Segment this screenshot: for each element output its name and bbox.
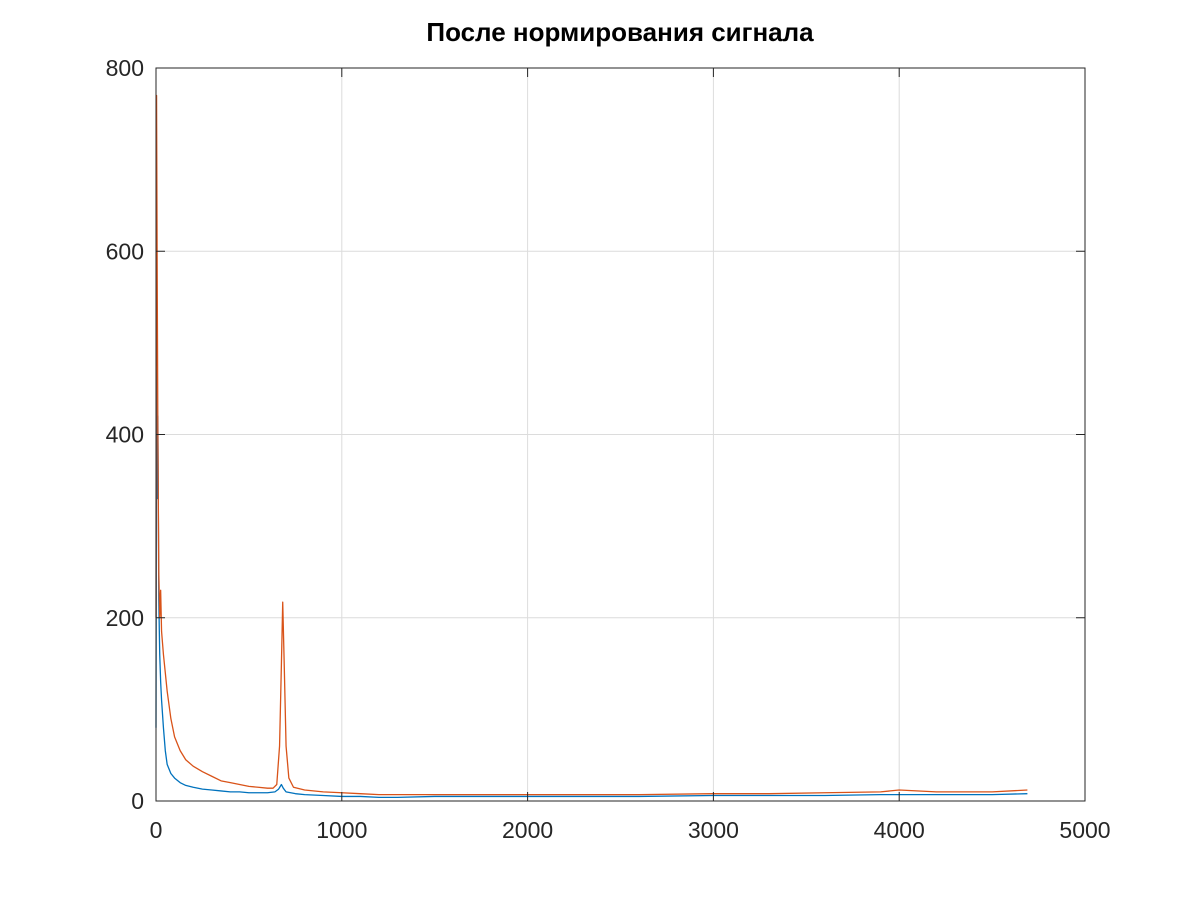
y-tick-label: 400 xyxy=(106,422,144,448)
chart-title: После нормирования сигнала xyxy=(426,17,814,47)
x-tick-label: 3000 xyxy=(688,817,739,843)
x-tick-label: 5000 xyxy=(1059,817,1110,843)
x-tick-label: 4000 xyxy=(874,817,925,843)
grid xyxy=(156,68,1085,801)
series-line-1 xyxy=(155,369,1028,798)
y-tick-label: 0 xyxy=(131,788,144,814)
y-tick-label: 600 xyxy=(106,238,144,264)
x-tick-label: 0 xyxy=(150,817,163,843)
series-line-2 xyxy=(155,94,1028,796)
y-tick-label: 200 xyxy=(106,605,144,631)
y-tick-label: 800 xyxy=(106,55,144,81)
ticks: 0 1000 2000 3000 4000 5000 0 200 400 600 800 xyxy=(106,55,1111,843)
plot-area xyxy=(155,94,1028,798)
x-tick-label: 2000 xyxy=(502,817,553,843)
x-tick-label: 1000 xyxy=(316,817,367,843)
